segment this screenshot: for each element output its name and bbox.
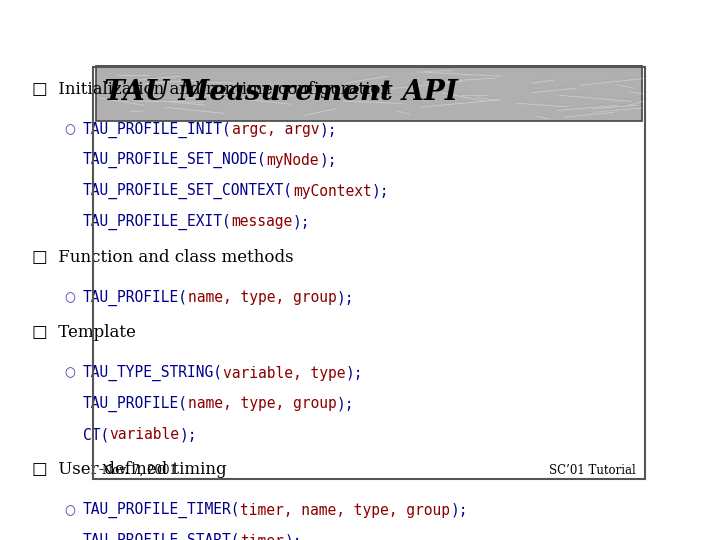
FancyBboxPatch shape — [96, 65, 642, 121]
Text: timer: timer — [240, 534, 284, 540]
Text: TAU_PROFILE_TIMER(: TAU_PROFILE_TIMER( — [83, 502, 240, 518]
Text: TAU Measurement API: TAU Measurement API — [104, 79, 458, 106]
Text: name, type, group: name, type, group — [188, 396, 336, 411]
Text: myNode: myNode — [266, 153, 319, 168]
Text: □  Initialization and runtime configuration: □ Initialization and runtime configurati… — [32, 80, 392, 98]
Text: );: ); — [450, 503, 468, 518]
Text: );: ); — [336, 396, 354, 411]
Text: );: ); — [336, 290, 354, 305]
Text: variable: variable — [109, 427, 179, 442]
Text: TAU_PROFILE_SET_NODE(: TAU_PROFILE_SET_NODE( — [83, 152, 266, 168]
Text: );: ); — [293, 214, 310, 230]
Text: TAU_PROFILE(: TAU_PROFILE( — [83, 396, 188, 412]
Text: argc, argv: argc, argv — [232, 122, 319, 137]
Text: CT(: CT( — [83, 427, 109, 442]
Text: TAU_PROFILE_START(: TAU_PROFILE_START( — [83, 533, 240, 540]
Text: );: ); — [319, 122, 336, 137]
Text: );: ); — [319, 153, 336, 168]
Text: □  Template: □ Template — [32, 324, 136, 341]
Text: );: ); — [284, 534, 302, 540]
Text: TAU_PROFILE_EXIT(: TAU_PROFILE_EXIT( — [83, 214, 232, 230]
Text: );: ); — [346, 366, 363, 381]
Text: name, type, group: name, type, group — [188, 290, 336, 305]
Text: ○: ○ — [65, 367, 76, 380]
Text: timer, name, type, group: timer, name, type, group — [240, 503, 450, 518]
Text: ○: ○ — [65, 504, 76, 517]
Text: SC’01 Tutorial: SC’01 Tutorial — [549, 464, 636, 477]
Text: TAU_PROFILE_SET_CONTEXT(: TAU_PROFILE_SET_CONTEXT( — [83, 183, 293, 199]
Text: );: ); — [372, 184, 389, 199]
Text: myContext: myContext — [293, 184, 372, 199]
Text: Nov. 7, 2001: Nov. 7, 2001 — [102, 464, 177, 477]
Text: variable, type: variable, type — [222, 366, 346, 381]
Text: TAU_TYPE_STRING(: TAU_TYPE_STRING( — [83, 365, 222, 381]
Text: □  User-defined timing: □ User-defined timing — [32, 461, 227, 478]
Text: □  Function and class methods: □ Function and class methods — [32, 248, 294, 266]
Text: TAU_PROFILE(: TAU_PROFILE( — [83, 289, 188, 306]
Text: ○: ○ — [65, 291, 76, 304]
Text: message: message — [232, 214, 293, 230]
Text: );: ); — [179, 427, 197, 442]
Text: ○: ○ — [65, 123, 76, 136]
Text: TAU_PROFILE_INIT(: TAU_PROFILE_INIT( — [83, 122, 232, 138]
